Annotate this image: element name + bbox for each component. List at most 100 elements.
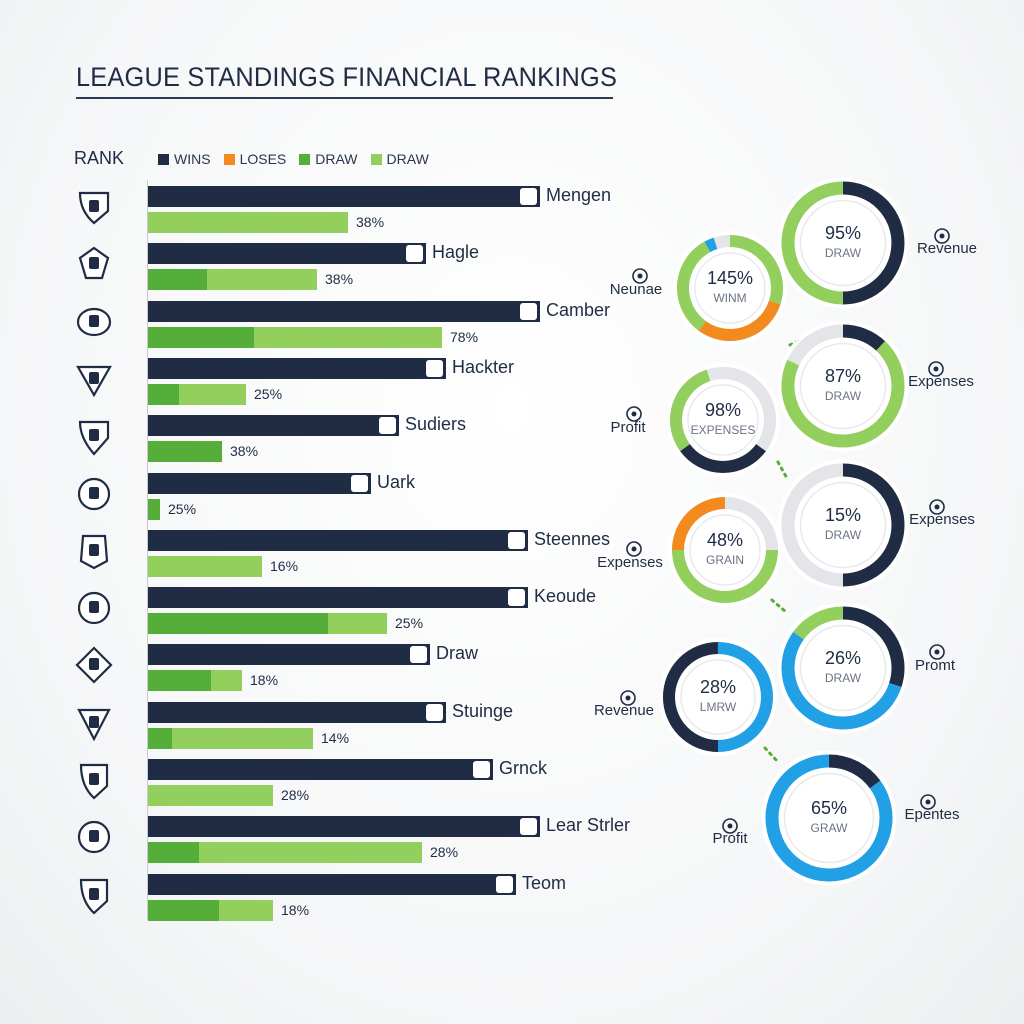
draw-bar [148,326,442,348]
donut-sublabel: WINM [713,291,747,305]
donut-side-label: Expenses [909,511,975,528]
draw-bar-dark-segment [148,441,222,463]
team-crest-icon [74,760,114,800]
draw-bar [148,212,348,233]
team-crest-icon [74,187,114,227]
team-crest-icon [74,817,114,857]
legend-swatch-draw-light [370,153,382,165]
team-name: Grnck [499,758,548,778]
team-crest-icon [74,416,114,456]
donut-sublabel: DRAW [824,246,862,260]
team-badge-icon [473,761,490,778]
draw-percent-label: 16% [270,557,299,574]
wins-bar [148,873,516,895]
legend-label-draw-light: DRAW [386,151,429,167]
donut-value: 26% [824,648,862,668]
donut-segment [787,324,844,366]
metric-icon [624,404,644,424]
donut-segment [842,324,886,351]
legend-swatch-draw-dark [299,153,311,165]
draw-bar-dark-segment [148,899,219,921]
team-badge-icon [520,188,537,205]
team-badge-icon [351,474,368,492]
team-crest-icon [74,359,114,399]
team-name: Hackter [452,356,515,377]
team-name: Keoude [534,586,597,607]
team-crest-icon [74,244,114,284]
metric-icon [932,226,952,246]
draw-bar-dark-segment [148,670,211,692]
donut-side-label: Revenue [593,702,655,719]
legend-item-draw-dark: DRAW [299,151,358,167]
team-badge-icon [520,302,537,320]
wins-bar [148,529,528,551]
donut-sublabel: DRAW [824,528,862,542]
donut-value: 15% [824,505,862,525]
donut-value: 48% [706,530,744,550]
donut-side-label: Profit [712,830,748,847]
metric-icon [926,359,946,379]
draw-bar-dark-segment [148,498,160,520]
metric-icon [927,497,947,517]
metric-icon [624,539,644,559]
donut-side-label: Epentes [904,806,960,823]
draw-percent-label: 28% [430,844,459,861]
wins-bar [148,243,426,265]
draw-percent-label: 18% [250,672,279,689]
team-crest-icon [74,645,114,685]
donut-side-label: Promt [914,657,956,674]
legend-item-draw-light: DRAW [370,151,429,167]
donut-segment [828,754,881,789]
draw-bar-dark-segment [148,842,199,864]
donut-value: 95% [824,223,862,243]
team-badge-icon [379,417,396,435]
team-name: Teom [522,872,567,893]
draw-bar [148,555,262,577]
donut-side-label: Revenue [916,240,978,257]
team-crest-icon [74,474,114,514]
team-badge-icon [426,703,443,721]
donut-segment [704,237,718,253]
legend-label-draw-dark: DRAW [315,151,358,167]
donut-sublabel: GRAW [810,821,848,835]
donut-sublabel: DRAW [824,389,862,403]
donut-sublabel: EXPENSES [690,423,756,437]
donut-sublabel: LMRW [699,700,737,714]
team-badge-icon [426,359,443,377]
legend-swatch-loses [223,153,235,165]
team-name: Uark [377,471,416,492]
draw-bar [148,498,160,520]
draw-percent-label: 28% [281,787,310,803]
wins-bar [148,644,430,666]
connector-dots [763,746,780,764]
metric-icon [927,642,947,662]
donut-sublabel: DRAW [824,671,862,685]
wins-bar [148,701,446,723]
draw-percent-label: 25% [168,500,197,517]
draw-bar-dark-segment [148,269,207,291]
legend-item-wins: WINS [158,151,211,167]
wins-bar [148,759,493,780]
donut-value: 65% [810,798,848,818]
legend: WINS LOSES DRAW DRAW [158,151,429,167]
team-badge-icon [496,875,513,893]
donut-value: 145% [706,268,754,288]
wins-bar [148,357,446,379]
wins-bar [148,587,528,609]
donut-value: 28% [699,677,737,697]
team-name: Draw [436,643,479,664]
donut-side-label: Expenses [597,554,663,571]
legend-swatch-wins [158,153,169,165]
draw-bar [148,269,317,291]
team-badge-icon [410,646,427,664]
draw-bar [148,842,422,864]
draw-bar [148,670,242,692]
team-name: Stuinge [452,700,514,721]
team-name: Steennes [534,528,611,549]
team-crest-icon [74,588,114,628]
wins-bar [148,415,399,437]
draw-bar-dark-segment [148,613,328,635]
team-crest-icon [74,703,114,743]
donut-side-label: Profit [610,419,646,436]
draw-percent-label: 14% [321,729,350,746]
